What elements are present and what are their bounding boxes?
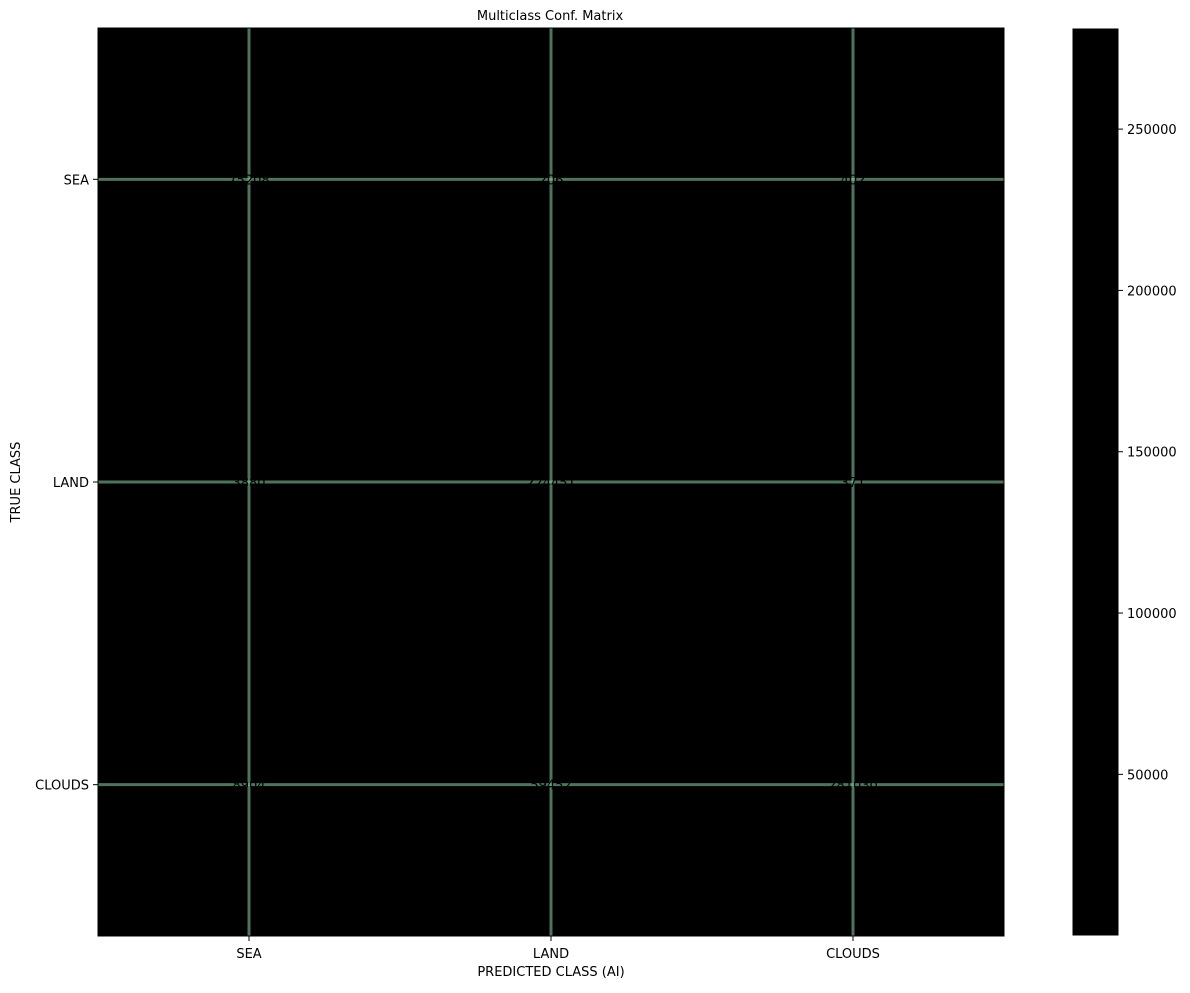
x-tick-label: CLOUDS [826,947,880,962]
y-axis-ticks: SEA LAND CLOUDS [35,173,98,794]
cell-value-label: 281030 [828,779,878,794]
cell-value-label: 59452 [530,779,571,794]
colorbar-tick-label: 50000 [1127,768,1168,783]
x-axis-label: PREDICTED CLASS (AI) [477,965,624,980]
y-tick-label: CLOUDS [35,779,89,794]
colorbar-tick-label: 150000 [1127,446,1177,461]
grid-lines [98,28,1004,936]
cell-value-label: 75208 [228,173,269,188]
cell-value-label: 3880 [232,476,265,491]
cell-value-label: 402 [841,173,866,188]
x-tick-label: LAND [533,947,569,962]
cell-value-label: 8904 [232,779,265,794]
cell-value-label: 206 [539,173,564,188]
y-tick-label: LAND [53,476,89,491]
y-tick-label: SEA [64,173,89,188]
cell-value-label: 224451 [526,476,576,491]
colorbar-tick-label: 250000 [1127,123,1177,138]
chart-title: Multiclass Conf. Matrix [477,9,624,24]
cell-value-label: 371 [841,476,866,491]
colorbar [1072,28,1119,936]
x-tick-label: SEA [236,947,261,962]
cell-value-labels: 75208 206 402 3880 224451 371 8904 59452 281030 [228,173,878,793]
colorbar-ticks: 50000 100000 150000 200000 250000 [1118,123,1177,783]
x-axis-ticks: SEA LAND CLOUDS [236,936,880,962]
colorbar-tick-label: 200000 [1127,284,1177,299]
y-axis-label: TRUE CLASS [9,442,24,524]
colorbar-tick-label: 100000 [1127,607,1177,622]
